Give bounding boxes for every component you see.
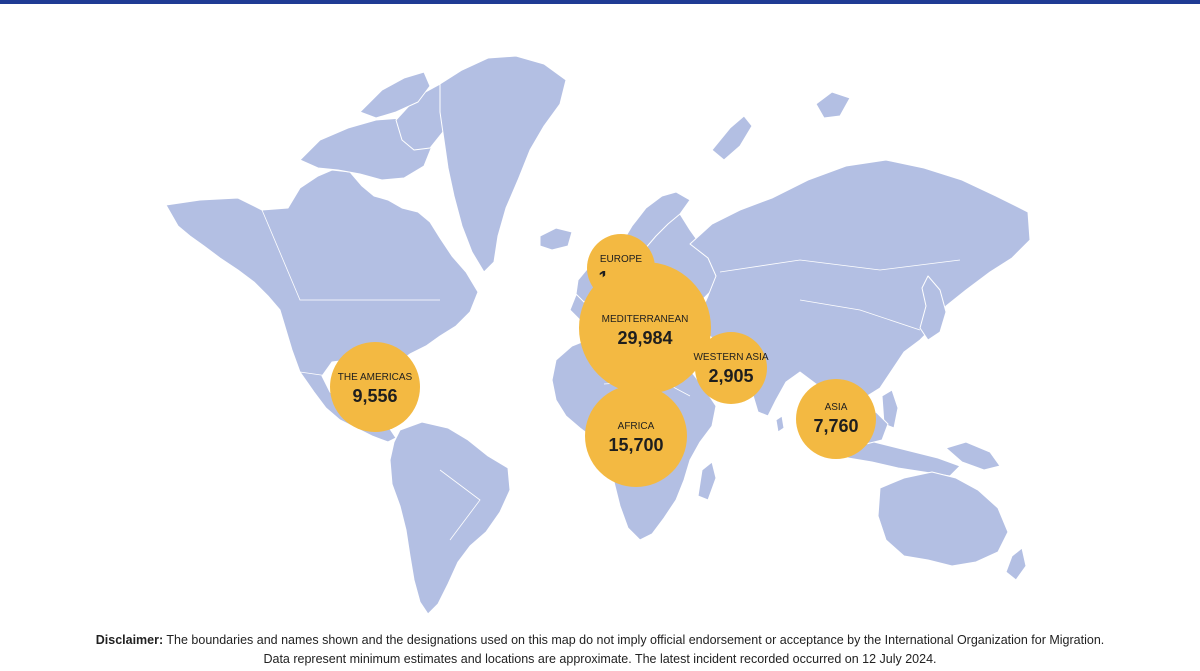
land-indonesia: [841, 439, 961, 477]
land-north-america: [165, 169, 479, 443]
land-south-america: [389, 421, 511, 615]
land-madagascar: [697, 461, 717, 501]
bubble-circle-asia: [796, 379, 876, 459]
bubble-circle-western-asia: [695, 332, 767, 404]
bubble-value-africa: 15,700: [608, 435, 663, 455]
bubble-asia: ASIA 7,760: [796, 379, 876, 459]
bubble-mediterranean: MEDITERRANEAN 29,984: [579, 262, 711, 394]
bubble-circle-africa: [585, 385, 687, 487]
land-new-guinea: [945, 441, 1001, 471]
top-accent-bar: [0, 0, 1200, 4]
bubble-value-asia: 7,760: [813, 416, 858, 436]
land-novaya-zemlya: [711, 115, 753, 161]
bubble-label-the-americas: THE AMERICAS: [338, 372, 413, 383]
land-iceland: [539, 227, 573, 251]
land-arctic-islands: [299, 117, 433, 181]
land-sri-lanka: [775, 415, 785, 433]
bubble-label-western-asia: WESTERN ASIA: [693, 352, 768, 363]
land-ellesmere: [359, 71, 431, 119]
disclaimer-text-1: The boundaries and names shown and the d…: [166, 633, 1105, 647]
bubble-circle-the-americas: [330, 342, 420, 432]
bubble-value-western-asia: 2,905: [708, 366, 753, 386]
land-australia: [877, 471, 1009, 567]
land-new-zealand: [1005, 547, 1027, 581]
bubble-label-mediterranean: MEDITERRANEAN: [602, 314, 689, 325]
land-japan: [919, 275, 947, 341]
bubble-label-africa: AFRICA: [618, 421, 655, 432]
bubble-africa: AFRICA 15,700: [585, 385, 687, 487]
bubble-label-asia: ASIA: [825, 402, 848, 413]
bubble-value-mediterranean: 29,984: [617, 328, 672, 348]
disclaimer: Disclaimer: The boundaries and names sho…: [0, 631, 1200, 669]
bubble-value-the-americas: 9,556: [352, 386, 397, 406]
land-severnaya: [815, 91, 851, 119]
disclaimer-line-2: Data represent minimum estimates and loc…: [263, 652, 937, 666]
bubble-the-americas: THE AMERICAS 9,556: [330, 342, 420, 432]
bubble-label-europe: EUROPE: [600, 254, 643, 265]
disclaimer-heading: Disclaimer:: [95, 633, 164, 647]
bubble-western-asia: WESTERN ASIA 2,905: [693, 332, 769, 404]
disclaimer-line-1: Disclaimer: The boundaries and names sho…: [0, 631, 1200, 650]
bubble-circle-mediterranean: [579, 262, 711, 394]
land-greenland: [439, 55, 567, 273]
